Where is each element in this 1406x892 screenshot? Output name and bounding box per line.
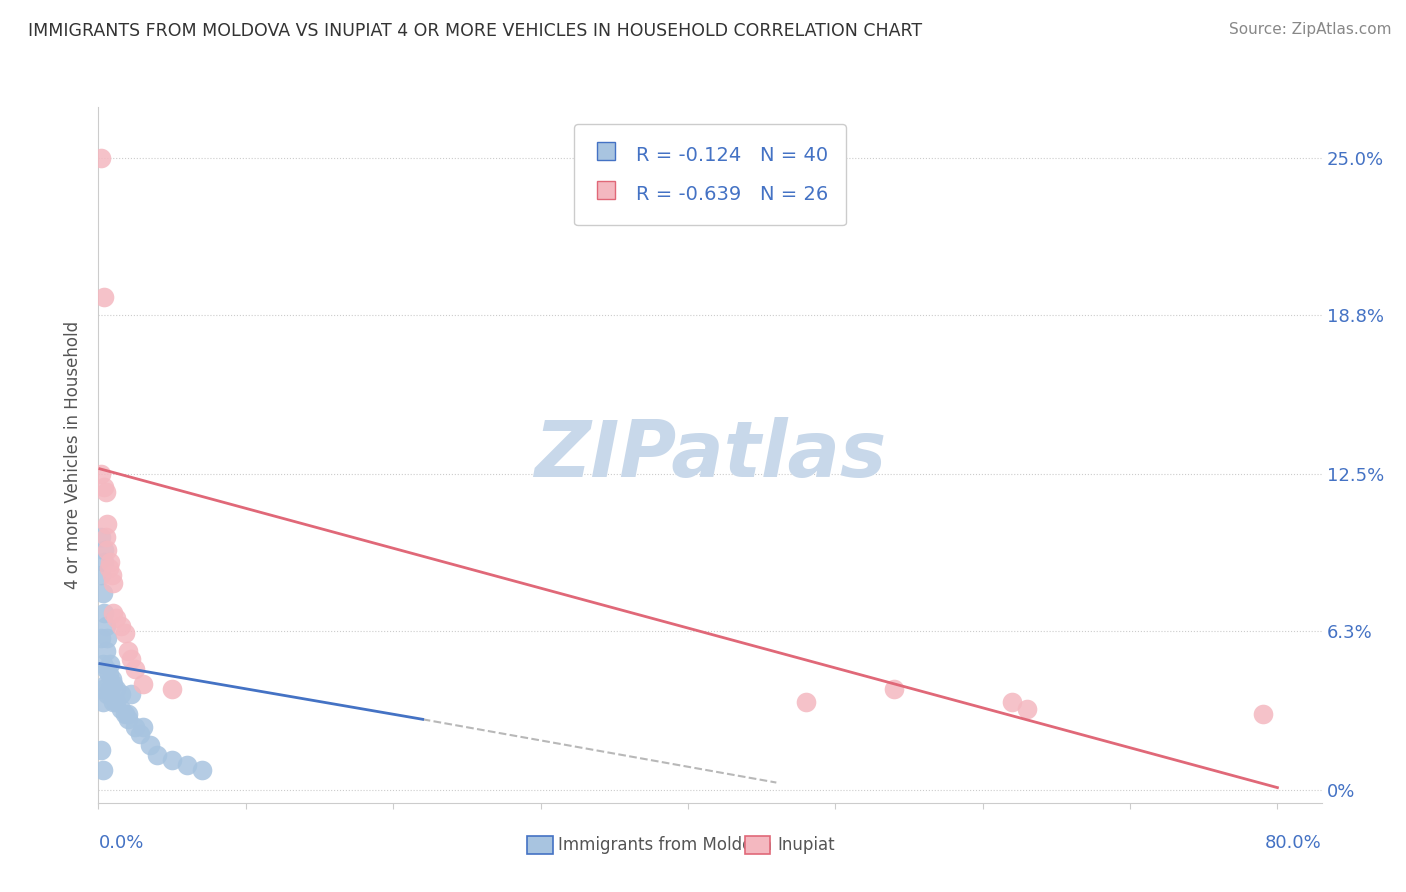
Text: Source: ZipAtlas.com: Source: ZipAtlas.com <box>1229 22 1392 37</box>
Point <box>98 556 121 570</box>
Text: 80.0%: 80.0% <box>1265 834 1322 852</box>
Point <box>101 695 124 709</box>
Point <box>1251 707 1274 722</box>
Point <box>160 753 183 767</box>
Point <box>91 681 114 696</box>
Point <box>101 575 124 590</box>
Point <box>120 651 142 665</box>
Point <box>105 681 128 696</box>
Text: ZIPatlas: ZIPatlas <box>534 417 886 493</box>
Point <box>90 568 112 582</box>
Legend: R = -0.124   N = 40, R = -0.639   N = 26: R = -0.124 N = 40, R = -0.639 N = 26 <box>574 124 846 226</box>
Point <box>94 618 117 632</box>
Point <box>1001 695 1024 709</box>
Point <box>94 484 117 499</box>
Point <box>124 662 146 676</box>
Point <box>160 681 183 696</box>
Point <box>96 542 118 557</box>
Point <box>139 738 162 752</box>
Y-axis label: 4 or more Vehicles in Household: 4 or more Vehicles in Household <box>65 321 83 589</box>
Point <box>131 720 153 734</box>
Point <box>98 681 121 696</box>
Point <box>91 695 114 709</box>
Point <box>131 677 153 691</box>
Point <box>91 763 114 777</box>
Point <box>105 611 128 625</box>
Point <box>176 757 198 772</box>
Point <box>93 479 115 493</box>
Point <box>101 606 124 620</box>
Point <box>96 687 118 701</box>
Point <box>90 530 112 544</box>
Point <box>93 290 115 304</box>
Point <box>117 712 139 726</box>
Point <box>90 467 112 481</box>
Point <box>94 662 117 676</box>
Point <box>117 707 139 722</box>
Point <box>90 742 112 756</box>
Point <box>110 687 132 701</box>
Point <box>146 747 169 762</box>
Point <box>100 672 122 686</box>
Point <box>190 763 212 777</box>
Point <box>120 687 142 701</box>
Point <box>124 720 146 734</box>
Text: IMMIGRANTS FROM MOLDOVA VS INUPIAT 4 OR MORE VEHICLES IN HOUSEHOLD CORRELATION C: IMMIGRANTS FROM MOLDOVA VS INUPIAT 4 OR … <box>28 22 922 40</box>
Point <box>100 568 122 582</box>
Point <box>96 632 118 646</box>
Point <box>794 695 817 709</box>
Point <box>93 542 115 557</box>
Point <box>93 606 115 620</box>
Point <box>90 632 112 646</box>
Point <box>91 586 114 600</box>
Point <box>97 560 120 574</box>
Text: Inupiat: Inupiat <box>778 836 835 854</box>
Point <box>91 657 114 671</box>
Text: 0.0%: 0.0% <box>98 834 143 852</box>
Point <box>117 644 139 658</box>
Point <box>94 530 117 544</box>
Point <box>96 517 118 532</box>
Point <box>114 626 136 640</box>
Point <box>94 677 117 691</box>
Point <box>98 657 121 671</box>
Point <box>110 618 132 632</box>
Point <box>93 556 115 570</box>
Point <box>101 677 124 691</box>
Point <box>114 707 136 722</box>
Point <box>94 644 117 658</box>
Point <box>97 666 120 681</box>
Text: Immigrants from Moldova: Immigrants from Moldova <box>558 836 772 854</box>
Point <box>90 151 112 165</box>
Point <box>128 727 150 741</box>
Point <box>1015 702 1038 716</box>
Point <box>105 695 128 709</box>
Point <box>883 681 905 696</box>
Point <box>110 702 132 716</box>
